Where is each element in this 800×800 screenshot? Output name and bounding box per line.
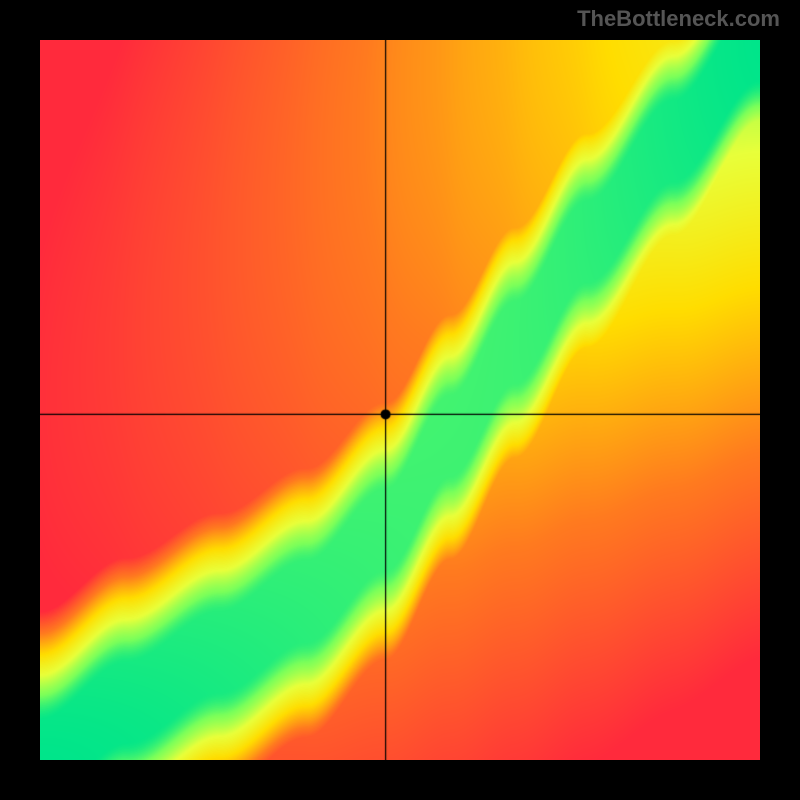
- plot-area: [40, 40, 760, 760]
- chart-container: TheBottleneck.com: [0, 0, 800, 800]
- heatmap-canvas: [40, 40, 760, 760]
- watermark-text: TheBottleneck.com: [577, 6, 780, 32]
